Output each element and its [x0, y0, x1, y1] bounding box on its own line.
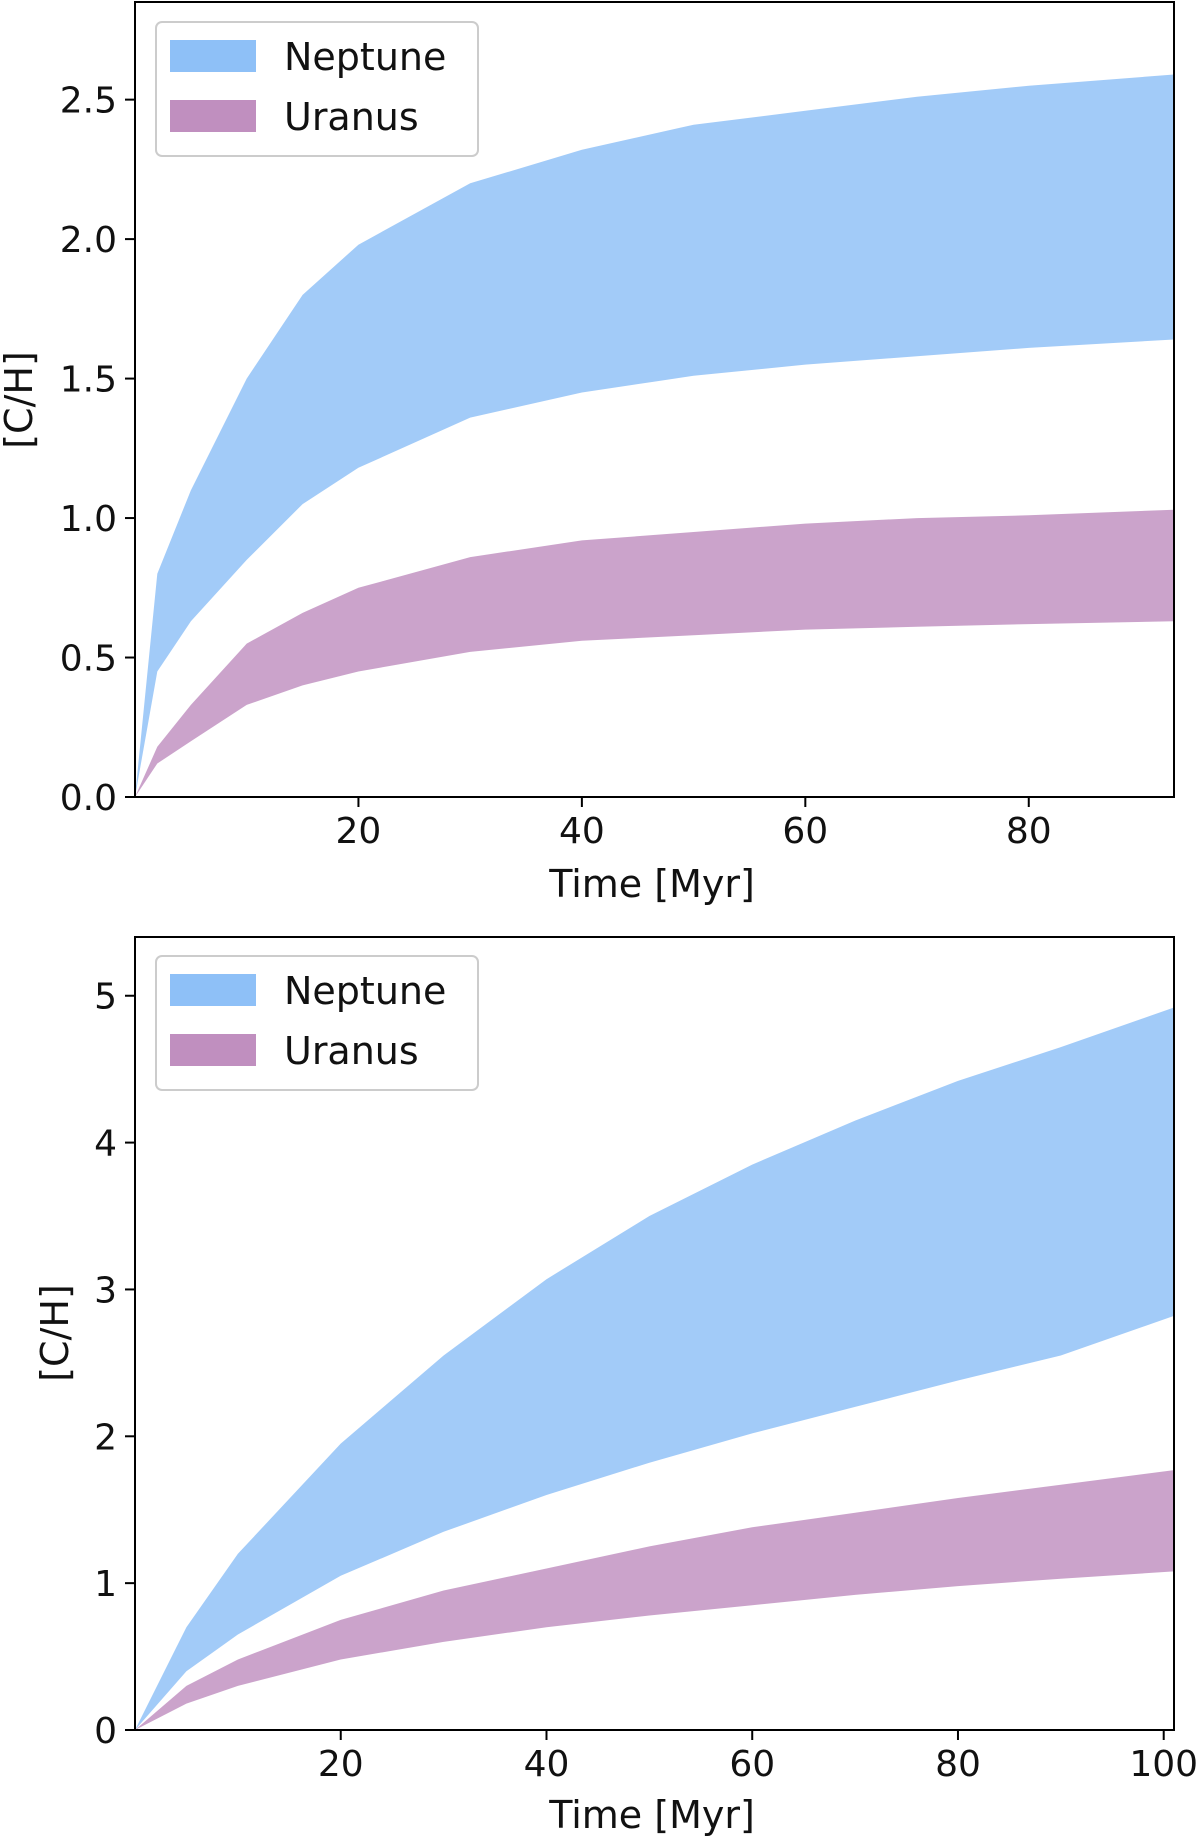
y-axis: 0.0 0.5 1.0 1.5 2.0 2.5 [60, 81, 135, 819]
chart-panel-top: 20 40 60 80 0.0 0.5 1.0 1.5 2.0 2.5 Time [Myr] [… [0, 1, 1175, 906]
x-axis: 20 40 60 80 [336, 797, 1052, 852]
x-tick-label: 40 [559, 811, 605, 852]
x-tick-label: 100 [1129, 1744, 1198, 1785]
y-tick-label: 2.0 [60, 220, 117, 261]
y-tick-label: 5 [94, 977, 117, 1018]
legend-swatch-uranus [170, 1034, 256, 1066]
legend-label-uranus: Uranus [284, 1029, 419, 1073]
x-tick-label: 80 [935, 1744, 981, 1785]
band-uranus [135, 509, 1174, 797]
x-tick-label: 60 [782, 811, 828, 852]
y-tick-label: 0.0 [60, 778, 117, 819]
x-tick-label: 40 [524, 1744, 570, 1785]
chart-panel-bottom: 20 40 60 80 100 0 1 2 3 4 5 Time [Myr] [C/H] Nept… [33, 936, 1198, 1837]
legend-label-neptune: Neptune [284, 969, 446, 1013]
band-group [135, 1007, 1174, 1730]
x-tick-label: 20 [318, 1744, 364, 1785]
y-axis: 0 1 2 3 4 5 [94, 977, 135, 1752]
x-axis-label: Time [Myr] [548, 862, 755, 906]
legend-label-neptune: Neptune [284, 35, 446, 79]
y-tick-label: 3 [94, 1270, 117, 1311]
legend-swatch-neptune [170, 40, 256, 72]
y-tick-label: 4 [94, 1124, 117, 1165]
y-axis-label: [C/H] [0, 351, 41, 449]
y-tick-label: 2.5 [60, 81, 117, 122]
plot-frame [134, 936, 1175, 1731]
x-axis: 20 40 60 80 100 [318, 1730, 1198, 1785]
y-axis-label: [C/H] [33, 1284, 77, 1382]
y-tick-label: 1.0 [60, 499, 117, 540]
legend: Neptune Uranus [155, 21, 479, 157]
y-tick-label: 2 [94, 1417, 117, 1458]
legend-swatch-neptune [170, 974, 256, 1006]
legend-swatch-uranus [170, 100, 256, 132]
x-axis-label: Time [Myr] [548, 1793, 755, 1837]
legend-label-uranus: Uranus [284, 95, 419, 139]
y-tick-label: 0 [94, 1711, 117, 1752]
plot-frame [134, 1, 1175, 798]
band-group [135, 74, 1174, 797]
band-neptune [135, 1007, 1174, 1730]
x-tick-label: 80 [1006, 811, 1052, 852]
band-uranus [135, 1470, 1174, 1730]
y-tick-label: 0.5 [60, 639, 117, 680]
y-tick-label: 1 [94, 1564, 117, 1605]
x-tick-label: 20 [336, 811, 382, 852]
legend: Neptune Uranus [155, 955, 479, 1091]
band-neptune [135, 74, 1174, 797]
x-tick-label: 60 [729, 1744, 775, 1785]
y-tick-label: 1.5 [60, 360, 117, 401]
